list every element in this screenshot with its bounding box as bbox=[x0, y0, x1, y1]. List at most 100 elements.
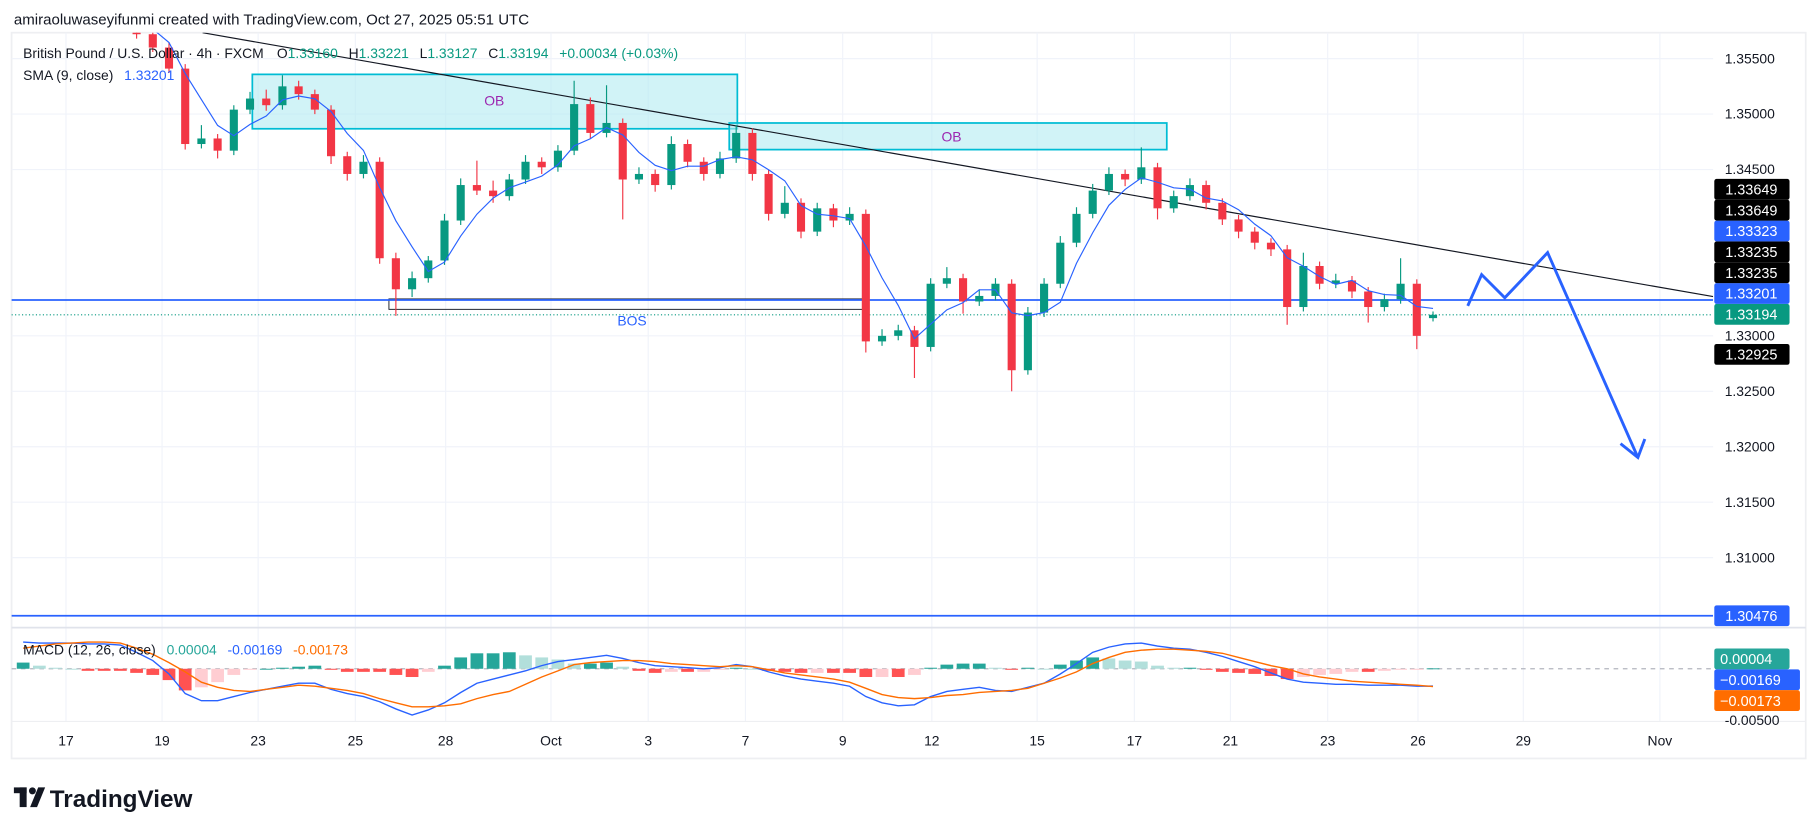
candle[interactable] bbox=[1234, 214, 1243, 239]
candle[interactable] bbox=[1266, 238, 1276, 257]
candle[interactable] bbox=[894, 324, 903, 341]
candle[interactable] bbox=[245, 91, 255, 115]
macd-label-tag[interactable]: −0.00173 bbox=[1714, 690, 1800, 712]
candle[interactable] bbox=[375, 157, 384, 264]
candle[interactable] bbox=[683, 139, 692, 168]
candle[interactable] bbox=[1007, 279, 1016, 392]
sma-line bbox=[156, 32, 1434, 340]
candle[interactable] bbox=[35, 0, 43, 8]
macd-legend[interactable]: MACD (12, 26, close) 0.00004 -0.00169 -0… bbox=[23, 641, 348, 657]
candle[interactable] bbox=[861, 209, 870, 353]
candle[interactable] bbox=[634, 167, 644, 184]
descending-trendline[interactable] bbox=[202, 32, 1714, 298]
candle[interactable] bbox=[1056, 236, 1065, 289]
candle[interactable] bbox=[877, 329, 887, 346]
macd-axis[interactable]: -0.00500 0.00004 −0.00169 −0.00173 bbox=[1714, 648, 1800, 728]
candle[interactable] bbox=[1202, 180, 1211, 210]
candle[interactable] bbox=[1088, 183, 1097, 219]
candle[interactable] bbox=[1153, 162, 1162, 220]
candle[interactable] bbox=[537, 157, 546, 174]
candle[interactable] bbox=[327, 105, 336, 164]
candle[interactable] bbox=[715, 151, 725, 179]
projection-arrow-path[interactable] bbox=[1466, 250, 1640, 459]
candle[interactable] bbox=[651, 169, 660, 192]
macd-pane[interactable] bbox=[11, 641, 1714, 716]
candle[interactable] bbox=[1299, 252, 1308, 312]
price-label-tag[interactable]: 1.33649 bbox=[1714, 178, 1790, 200]
candle[interactable] bbox=[942, 267, 951, 289]
price-label-tag[interactable]: 1.32925 bbox=[1714, 343, 1790, 365]
candle[interactable] bbox=[521, 155, 530, 184]
candle[interactable] bbox=[586, 97, 595, 139]
candle[interactable] bbox=[343, 151, 352, 181]
candle[interactable] bbox=[489, 180, 498, 203]
candle[interactable] bbox=[164, 41, 174, 74]
macd-label-tag[interactable]: 0.00004 bbox=[1714, 648, 1790, 670]
candle[interactable] bbox=[1331, 273, 1340, 289]
price-label-tag[interactable]: 1.33323 bbox=[1714, 220, 1790, 242]
candle[interactable] bbox=[975, 289, 984, 306]
candle[interactable] bbox=[262, 89, 271, 111]
macd-label-tag[interactable]: −0.00169 bbox=[1714, 669, 1800, 691]
candle[interactable] bbox=[424, 256, 433, 283]
price-label-tag[interactable]: 1.33235 bbox=[1714, 241, 1790, 263]
candle[interactable] bbox=[408, 271, 417, 298]
price-label-tag[interactable]: 1.33201 bbox=[1714, 283, 1790, 304]
candle[interactable] bbox=[181, 64, 190, 150]
candle[interactable] bbox=[1412, 279, 1421, 350]
candle[interactable] bbox=[959, 273, 968, 314]
candle[interactable] bbox=[1218, 198, 1227, 225]
candle[interactable] bbox=[667, 136, 676, 190]
candle[interactable] bbox=[440, 213, 449, 265]
candle[interactable] bbox=[1250, 227, 1259, 250]
time-axis[interactable]: 17 19 23 25 28 Oct 3 7 9 12 15 17 21 23 26 29 Nov bbox=[58, 733, 1672, 749]
tradingview-logo[interactable]: TradingView bbox=[13, 786, 193, 813]
candle[interactable] bbox=[1315, 261, 1324, 290]
candle[interactable] bbox=[229, 105, 238, 156]
candle[interactable] bbox=[391, 252, 400, 316]
price-label-tag[interactable]: 1.33235 bbox=[1714, 262, 1790, 284]
candle[interactable] bbox=[1428, 311, 1438, 322]
candle[interactable] bbox=[926, 278, 935, 352]
candle[interactable] bbox=[148, 30, 157, 52]
candle[interactable] bbox=[1072, 207, 1081, 248]
candle[interactable] bbox=[764, 169, 773, 221]
price-label-tag[interactable]: 1.30476 bbox=[1714, 605, 1790, 627]
candle[interactable] bbox=[359, 155, 368, 179]
candle[interactable] bbox=[845, 207, 854, 225]
candle[interactable] bbox=[748, 128, 757, 181]
order-block-zone-2[interactable] bbox=[728, 122, 1168, 151]
candle[interactable] bbox=[1169, 190, 1178, 213]
candle[interactable] bbox=[1104, 167, 1113, 196]
candle[interactable] bbox=[553, 145, 562, 172]
candle[interactable] bbox=[84, 0, 92, 10]
symbol-legend[interactable]: British Pound / U.S. Dollar · 4h · FXCM … bbox=[23, 45, 678, 61]
candle[interactable] bbox=[699, 157, 708, 181]
candle[interactable] bbox=[456, 178, 465, 225]
candle[interactable] bbox=[197, 125, 206, 149]
candle[interactable] bbox=[472, 160, 481, 196]
candle[interactable] bbox=[1380, 293, 1389, 312]
candle[interactable] bbox=[1040, 278, 1049, 318]
candle[interactable] bbox=[1023, 307, 1032, 375]
candle[interactable] bbox=[780, 186, 789, 219]
candle[interactable] bbox=[1121, 169, 1130, 187]
candle[interactable] bbox=[1347, 275, 1357, 299]
candle[interactable] bbox=[1396, 258, 1405, 304]
price-label-tag[interactable]: 1.33649 bbox=[1714, 199, 1790, 221]
candle[interactable] bbox=[68, 0, 76, 5]
candle[interactable] bbox=[310, 89, 319, 115]
candle[interactable] bbox=[278, 75, 287, 110]
candle-body bbox=[68, 0, 76, 1]
candle[interactable] bbox=[52, 0, 60, 2]
candle[interactable] bbox=[1364, 287, 1373, 323]
price-label-tag[interactable]: 1.33194 bbox=[1714, 303, 1790, 325]
price-axis[interactable]: 1.35500 1.35000 1.34500 1.33000 1.32500 1.320… bbox=[1714, 50, 1790, 627]
candle[interactable] bbox=[132, 16, 141, 39]
candle[interactable] bbox=[813, 202, 822, 237]
candle[interactable] bbox=[213, 134, 222, 159]
candle[interactable] bbox=[570, 80, 579, 156]
sma-legend[interactable]: SMA (9, close) 1.33201 bbox=[23, 67, 174, 83]
main-pane[interactable]: OB OB BOS bbox=[11, 0, 1714, 617]
